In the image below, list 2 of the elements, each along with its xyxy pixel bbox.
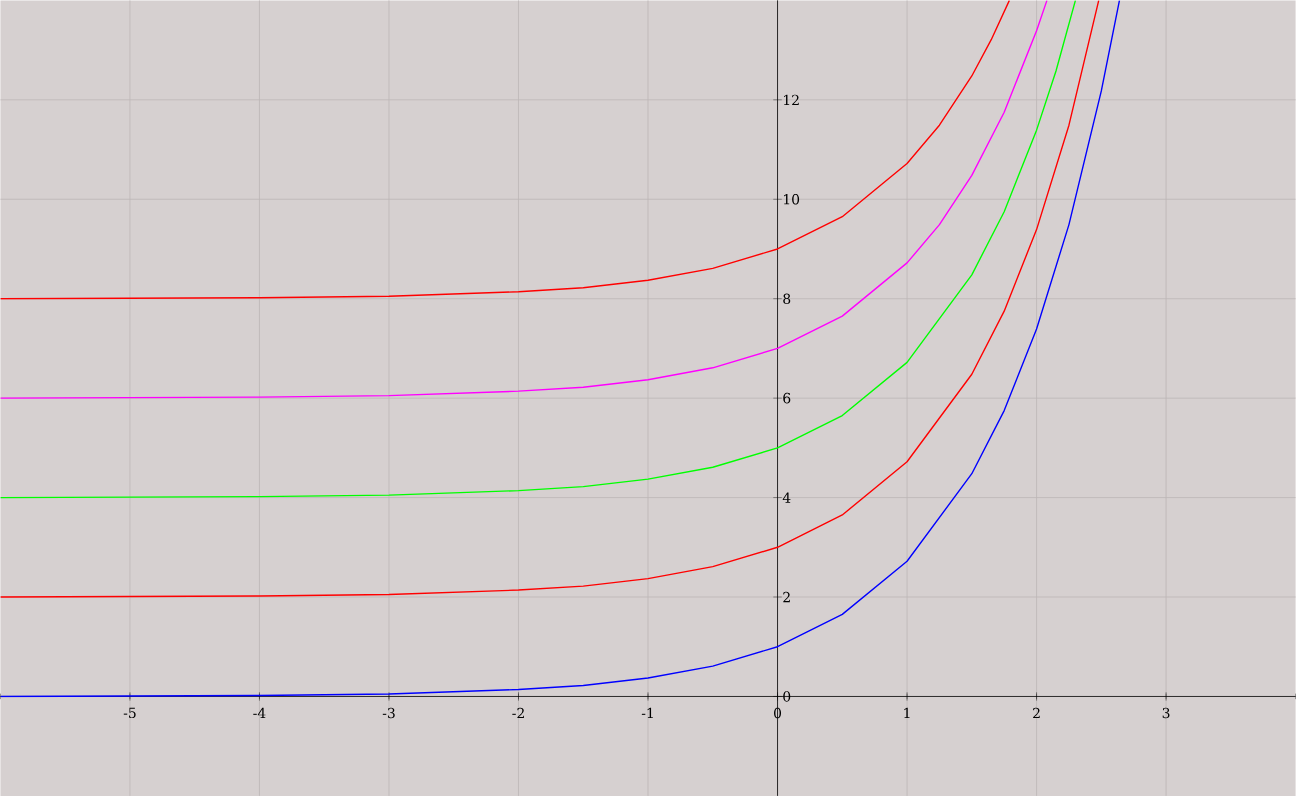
- line-series: [0, 0, 1121, 698]
- line-series: [0, 0, 1077, 499]
